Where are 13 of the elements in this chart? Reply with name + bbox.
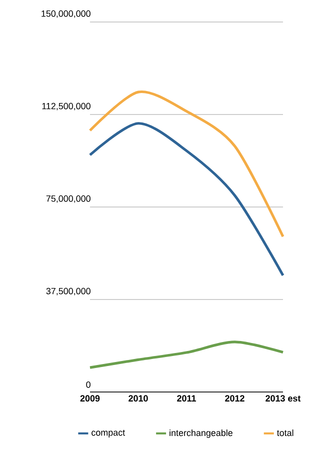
- legend-label: compact: [92, 430, 126, 438]
- x-tick-label: 2010: [128, 395, 148, 402]
- y-tick-label: 37,500,000: [46, 288, 90, 296]
- x-tick-label: 2013 est: [266, 395, 301, 402]
- y-tick-label: 112,500,000: [42, 102, 90, 110]
- y-tick-label: 150,000,000: [42, 10, 90, 18]
- y-tick-label: 0: [86, 381, 90, 388]
- y-tick-label: 75,000,000: [46, 195, 90, 203]
- legend-label: total: [276, 429, 294, 436]
- x-tick-label: 2012: [225, 395, 244, 402]
- x-tick-label: 2009: [80, 395, 100, 402]
- x-tick-label: 2011: [177, 395, 196, 402]
- legend-label: interchangeable: [170, 429, 232, 438]
